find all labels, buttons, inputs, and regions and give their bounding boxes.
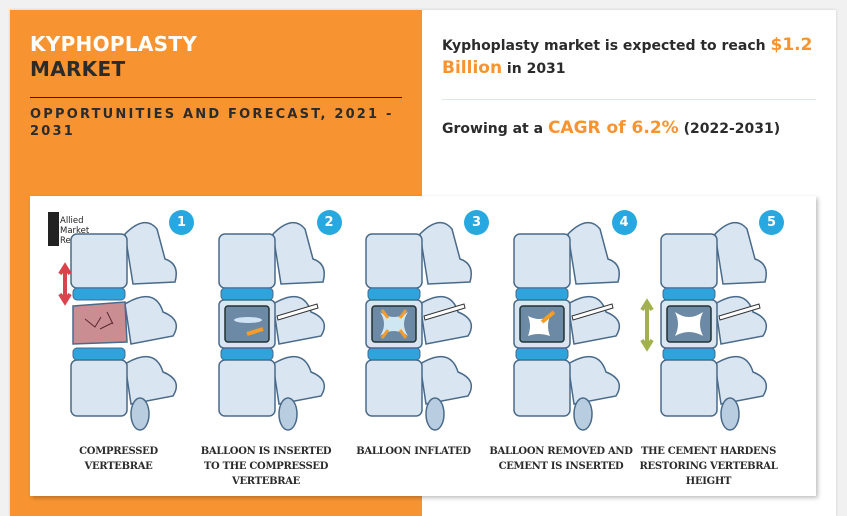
step-number-badge: 3 — [464, 210, 489, 235]
step-number-badge: 5 — [759, 210, 784, 235]
vertebra-illustration — [365, 221, 473, 431]
page-title: KYPHOPLASTY MARKET — [30, 32, 197, 82]
step-caption: COMPRESSED VERTEBRAE — [79, 446, 158, 472]
vertebra-illustration — [217, 221, 325, 431]
title-line-1: KYPHOPLASTY — [30, 32, 198, 56]
step-number-badge: 2 — [316, 210, 342, 235]
step-caption: BALLOON REMOVED AND CEMENT IS INSERTED — [489, 446, 633, 472]
title-line-2: MARKET — [30, 57, 126, 81]
step-number-badge: 4 — [611, 210, 637, 235]
stat-highlight: CAGR of 6.2% — [547, 118, 679, 138]
step-1: 1 COMPRESSED VERTEBRAE — [45, 204, 194, 494]
step-3: 3 BALLOON INFLATED — [340, 204, 489, 494]
step-2: 2 BALLOON IS INSERTED TO THE COMPRESSED V… — [193, 204, 342, 494]
market-size-stat: Kyphoplasty market is expected to reach … — [442, 34, 822, 80]
step-number-badge: 1 — [169, 210, 194, 235]
stat-text: in 2031 — [502, 61, 566, 77]
stat-text: Kyphoplasty market is expected to reach — [442, 38, 771, 54]
step-5: 5 THE CEMENT HARDENS RESTORING VERTEBRAL … — [635, 204, 784, 494]
vertebra-illustration — [58, 221, 178, 431]
stat-divider — [442, 99, 816, 100]
step-4: 4 BALLOON REMOVED AND CEMENT IS INSERTED — [488, 204, 637, 494]
stat-text: Growing at a — [442, 121, 548, 137]
cagr-stat: Growing at a CAGR of 6.2% (2022-2031) — [442, 117, 822, 140]
step-caption: BALLOON IS INSERTED TO THE COMPRESSED VE… — [200, 446, 332, 487]
logo-text: Market — [60, 226, 90, 236]
stat-highlight: $1.2 Billion — [442, 35, 813, 78]
vertebra-illustration — [640, 221, 768, 431]
vertebra-illustration — [512, 221, 620, 431]
step-caption: THE CEMENT HARDENS RESTORING VERTEBRAL H… — [639, 446, 778, 487]
subtitle: OPPORTUNITIES AND FORECAST, 2021 - 2031 — [30, 107, 394, 139]
logo-text: Allied — [60, 216, 84, 226]
logo-mark-icon — [48, 212, 59, 246]
title-divider — [30, 97, 402, 98]
step-caption: BALLOON INFLATED — [356, 446, 471, 457]
stat-text: (2022-2031) — [678, 121, 781, 137]
